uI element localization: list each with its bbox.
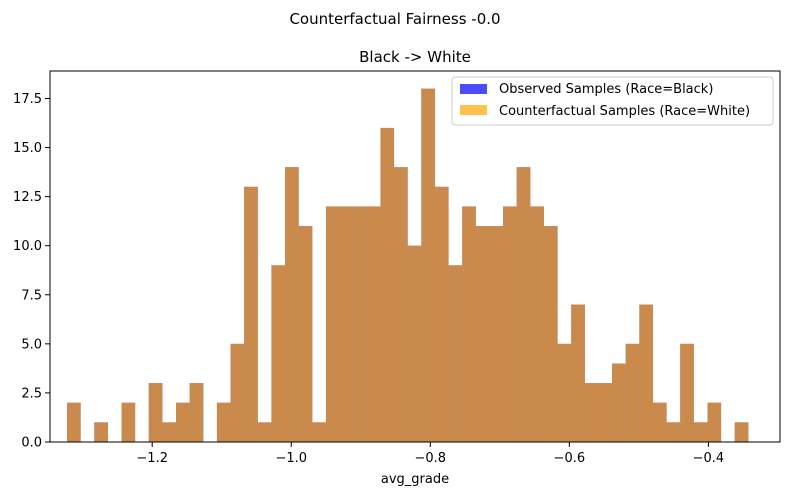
counterfactual-bar-33	[516, 167, 531, 442]
counterfactual-bar-4	[121, 402, 136, 442]
legend-swatch-counterfactual	[460, 105, 487, 115]
y-tick-label-1: 2.5	[21, 386, 42, 401]
counterfactual-bar-24	[394, 167, 408, 442]
counterfactual-bar-30	[475, 226, 490, 442]
counterfactual-bar-17	[298, 226, 313, 442]
counterfactual-bar-32	[503, 206, 517, 442]
counterfactual-bar-42	[639, 304, 653, 442]
counterfactual-bar-31	[489, 226, 504, 442]
x-tick-label-2: −0.8	[415, 451, 447, 466]
counterfactual-bar-7	[162, 422, 177, 442]
counterfactual-bar-20	[339, 206, 354, 442]
counterfactual-bar-49	[734, 422, 749, 442]
legend-box	[451, 76, 774, 126]
counterfactual-bar-28	[448, 265, 463, 442]
y-tick-label-0: 0.0	[21, 436, 42, 451]
counterfactual-bar-15	[271, 265, 286, 442]
counterfactual-bar-26	[421, 88, 435, 443]
counterfactual-bar-41	[625, 343, 640, 442]
counterfactual-bar-14	[257, 422, 272, 442]
counterfactual-bar-22	[366, 206, 381, 442]
counterfactual-bar-44	[666, 422, 681, 442]
x-tick-label-1: −1.0	[275, 451, 307, 466]
legend-label-observed: Observed Samples (Race=Black)	[499, 82, 713, 97]
counterfactual-bar-40	[612, 363, 626, 442]
counterfactual-bar-19	[325, 206, 340, 442]
legend: Observed Samples (Race=Black) Counterfac…	[451, 76, 774, 126]
counterfactual-bar-12	[230, 343, 245, 442]
y-tick-label-6: 15.0	[13, 141, 42, 156]
counterfactual-bar-16	[285, 167, 299, 442]
counterfactual-bar-8	[176, 402, 190, 442]
x-tick-label-0: −1.2	[136, 451, 168, 466]
figure-suptitle: Counterfactual Fairness -0.0	[289, 10, 500, 28]
counterfactual-bar-39	[598, 383, 613, 442]
y-tick-label-5: 12.5	[13, 190, 42, 205]
counterfactual-bar-11	[216, 402, 231, 442]
bars-group	[67, 88, 749, 443]
x-tick-label-4: −0.4	[693, 451, 725, 466]
y-tick-label-3: 7.5	[21, 288, 42, 303]
counterfactual-bar-37	[571, 304, 585, 442]
legend-swatch-observed	[460, 84, 487, 94]
y-tick-label-2: 5.0	[21, 337, 42, 352]
x-axis-label: avg_grade	[381, 472, 449, 487]
counterfactual-bar-27	[434, 186, 449, 442]
counterfactual-bar-47	[707, 402, 722, 442]
counterfactual-bar-45	[680, 343, 694, 442]
legend-label-counterfactual: Counterfactual Samples (Race=White)	[499, 104, 750, 119]
counterfactual-bar-9	[189, 383, 204, 442]
counterfactual-bar-25	[407, 245, 422, 442]
counterfactual-bar-29	[462, 206, 476, 442]
x-tick-label-3: −0.6	[554, 451, 586, 466]
x-axis-ticks: −1.2 −1.0 −0.8 −0.6 −0.4	[136, 442, 724, 466]
y-axis-ticks: 0.0 2.5 5.0 7.5 10.0 12.5 15.0 17.5	[13, 92, 50, 451]
chart-title: Black -> White	[359, 48, 471, 66]
counterfactual-bar-36	[557, 343, 572, 442]
counterfactual-bar-23	[380, 127, 395, 443]
counterfactual-bar-2	[94, 422, 108, 442]
counterfactual-bar-18	[312, 422, 326, 442]
counterfactual-bar-13	[244, 186, 258, 442]
counterfactual-bar-21	[353, 206, 367, 442]
counterfactual-bar-35	[543, 226, 558, 442]
y-tick-label-4: 10.0	[13, 239, 42, 254]
counterfactual-bar-43	[652, 402, 667, 442]
counterfactual-bar-46	[693, 422, 708, 442]
y-tick-label-7: 17.5	[13, 92, 42, 107]
counterfactual-bar-38	[584, 383, 599, 442]
counterfactual-bar-6	[148, 383, 163, 442]
counterfactual-bar-0	[67, 402, 81, 442]
counterfactual-bar-34	[530, 206, 544, 442]
plot-area-frame	[49, 70, 781, 443]
